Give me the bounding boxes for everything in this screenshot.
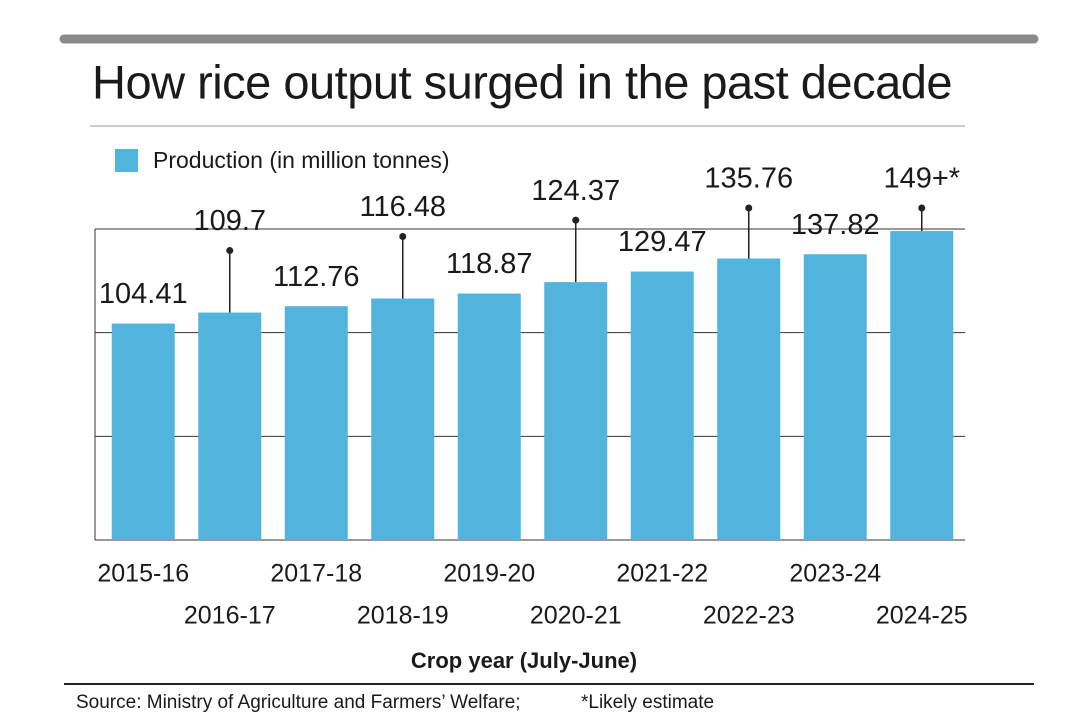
bar (803, 254, 867, 540)
leader-dot (918, 204, 926, 212)
bar (544, 282, 608, 540)
leader-dot (745, 204, 753, 212)
value-label: 135.76 (704, 163, 793, 195)
x-tick-label: 2015-16 (97, 560, 189, 588)
leader-dot (572, 216, 580, 224)
value-label: 104.41 (99, 278, 188, 310)
source: Source: Ministry of Agriculture and Farm… (76, 692, 521, 713)
legend-swatch (115, 149, 138, 172)
x-tick-label: 2016-17 (184, 602, 276, 630)
note: *Likely estimate (581, 692, 714, 713)
bar (890, 231, 954, 540)
value-label: 118.87 (446, 248, 533, 280)
value-label: 116.48 (359, 191, 446, 223)
x-tick-label: 2022-23 (703, 602, 795, 630)
value-label: 149+* (883, 163, 960, 195)
bar (717, 258, 781, 540)
value-label: 109.7 (193, 205, 266, 237)
x-tick-label: 2021-22 (616, 560, 708, 588)
value-label: 137.82 (791, 209, 880, 241)
chart-title: How rice output surged in the past decad… (92, 55, 952, 108)
x-tick-label: 2023-24 (789, 560, 881, 588)
x-tick-label: 2024-25 (876, 602, 968, 630)
bar (111, 323, 175, 540)
x-tick-label: 2019-20 (443, 560, 535, 588)
value-label: 124.37 (531, 175, 620, 207)
bar (198, 312, 262, 540)
bar (630, 271, 694, 540)
legend-label: Production (in million tonnes) (153, 147, 450, 173)
x-tick-label: 2018-19 (357, 602, 449, 630)
value-label: 112.76 (273, 261, 360, 293)
leader-dot (399, 232, 407, 240)
value-label: 129.47 (618, 226, 707, 258)
bar (371, 298, 435, 540)
bar (284, 306, 348, 540)
leader-dot (226, 247, 234, 255)
bar (457, 293, 521, 540)
x-tick-label: 2017-18 (270, 560, 362, 588)
x-axis-title: Crop year (July-June) (411, 648, 637, 673)
x-tick-label: 2020-21 (530, 602, 622, 630)
